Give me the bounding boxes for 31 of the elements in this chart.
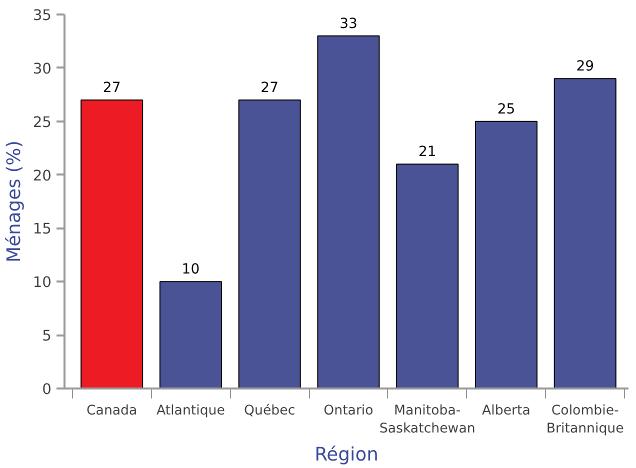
y-tick-label: 35: [32, 7, 52, 24]
bar: [396, 164, 459, 388]
y-tick-label: 30: [32, 60, 52, 78]
y-axis-title: Ménages (%): [4, 140, 25, 263]
x-tick-label: Canada: [86, 404, 138, 418]
bar: [317, 35, 380, 388]
y-tick-label: 20: [32, 167, 52, 184]
data-label: 27: [102, 80, 121, 96]
x-tick-label: Atlantique: [156, 404, 225, 418]
bar: [80, 99, 144, 388]
x-tick-label: Québec: [244, 404, 296, 418]
bar: [238, 99, 301, 388]
y-tick-label: 0: [42, 381, 52, 398]
data-label: 33: [340, 16, 358, 32]
x-tick-label: Ontario: [324, 404, 374, 418]
x-tick-label: Colombie-Britannique: [546, 404, 624, 436]
x-tick-label: Manitoba-Saskatchewan: [379, 404, 476, 436]
bar: [554, 78, 616, 388]
data-label: 29: [576, 58, 594, 75]
data-label: 21: [418, 144, 436, 160]
data-label: 10: [182, 262, 200, 278]
x-tick-label: Alberta: [482, 404, 530, 418]
data-label: 25: [497, 101, 516, 118]
y-tick-label: 25: [32, 114, 52, 131]
x-axis-title: Région: [314, 444, 378, 466]
data-label: 27: [260, 80, 279, 96]
y-tick-label: 5: [42, 328, 52, 345]
bar: [474, 120, 538, 388]
y-tick-label: 15: [32, 220, 52, 238]
bar: [159, 281, 222, 388]
y-tick-label: 10: [32, 274, 52, 292]
